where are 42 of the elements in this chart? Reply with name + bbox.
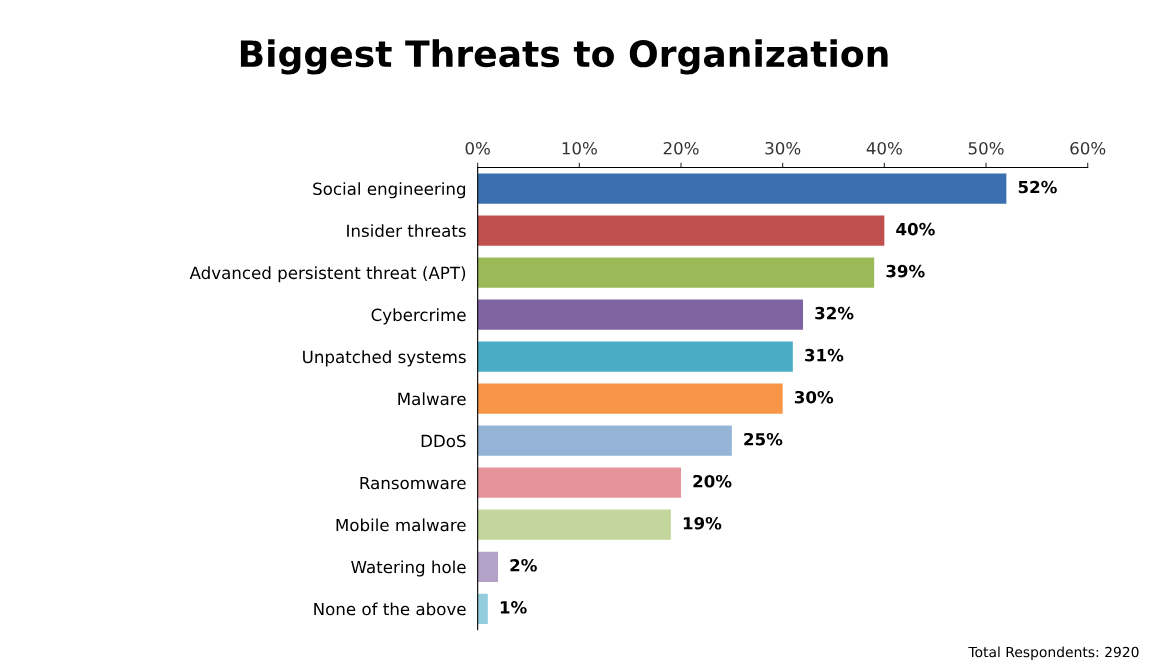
y-tick-label: Insider threats bbox=[347, 224, 466, 238]
data-label: 30% bbox=[794, 390, 834, 404]
bar bbox=[477, 173, 1007, 204]
bar bbox=[477, 467, 682, 498]
x-tick-label: 0% bbox=[465, 141, 490, 155]
y-tick-label: Watering hole bbox=[351, 560, 466, 577]
y-tick-label: Malware bbox=[398, 392, 466, 406]
y-tick-label: DDoS bbox=[421, 434, 466, 448]
bar bbox=[477, 299, 804, 330]
x-tick-label: 30% bbox=[765, 141, 801, 155]
bar bbox=[477, 341, 793, 372]
y-tick-label: Cybercrime bbox=[371, 308, 466, 325]
x-tick-label: 20% bbox=[663, 141, 699, 155]
bar bbox=[477, 593, 488, 624]
data-label: 20% bbox=[693, 474, 732, 488]
data-label: 32% bbox=[815, 306, 854, 320]
data-label: 25% bbox=[744, 432, 783, 446]
data-label: 31% bbox=[805, 348, 844, 362]
chart-title: Biggest Threats to Organization bbox=[240, 39, 888, 75]
y-tick-label: Advanced persistent threat (APT) bbox=[189, 266, 466, 283]
data-label: 52% bbox=[1018, 180, 1057, 194]
bar bbox=[477, 257, 875, 288]
y-tick-label: Ransomware bbox=[360, 476, 466, 490]
x-tick-label: 40% bbox=[866, 141, 902, 155]
data-label: 40% bbox=[896, 222, 935, 236]
x-tick-label: 60% bbox=[1070, 141, 1106, 155]
data-label: 19% bbox=[683, 516, 722, 530]
y-tick-label: Mobile malware bbox=[336, 518, 466, 532]
y-tick-label: Social engineering bbox=[313, 182, 466, 199]
y-tick-label: None of the above bbox=[314, 602, 466, 616]
text: Total Respondents: 2920 bbox=[968, 646, 1139, 660]
data-label: 39% bbox=[886, 264, 925, 278]
y-tick-label: Unpatched systems bbox=[303, 350, 466, 367]
bar bbox=[477, 383, 783, 414]
data-label: 2% bbox=[510, 558, 537, 572]
bar bbox=[477, 425, 732, 456]
data-label: 1% bbox=[500, 601, 527, 614]
x-tick-label: 50% bbox=[968, 141, 1004, 155]
x-tick-label: 10% bbox=[562, 141, 597, 155]
bar bbox=[477, 215, 885, 246]
bar bbox=[477, 551, 498, 582]
bar bbox=[477, 509, 671, 540]
